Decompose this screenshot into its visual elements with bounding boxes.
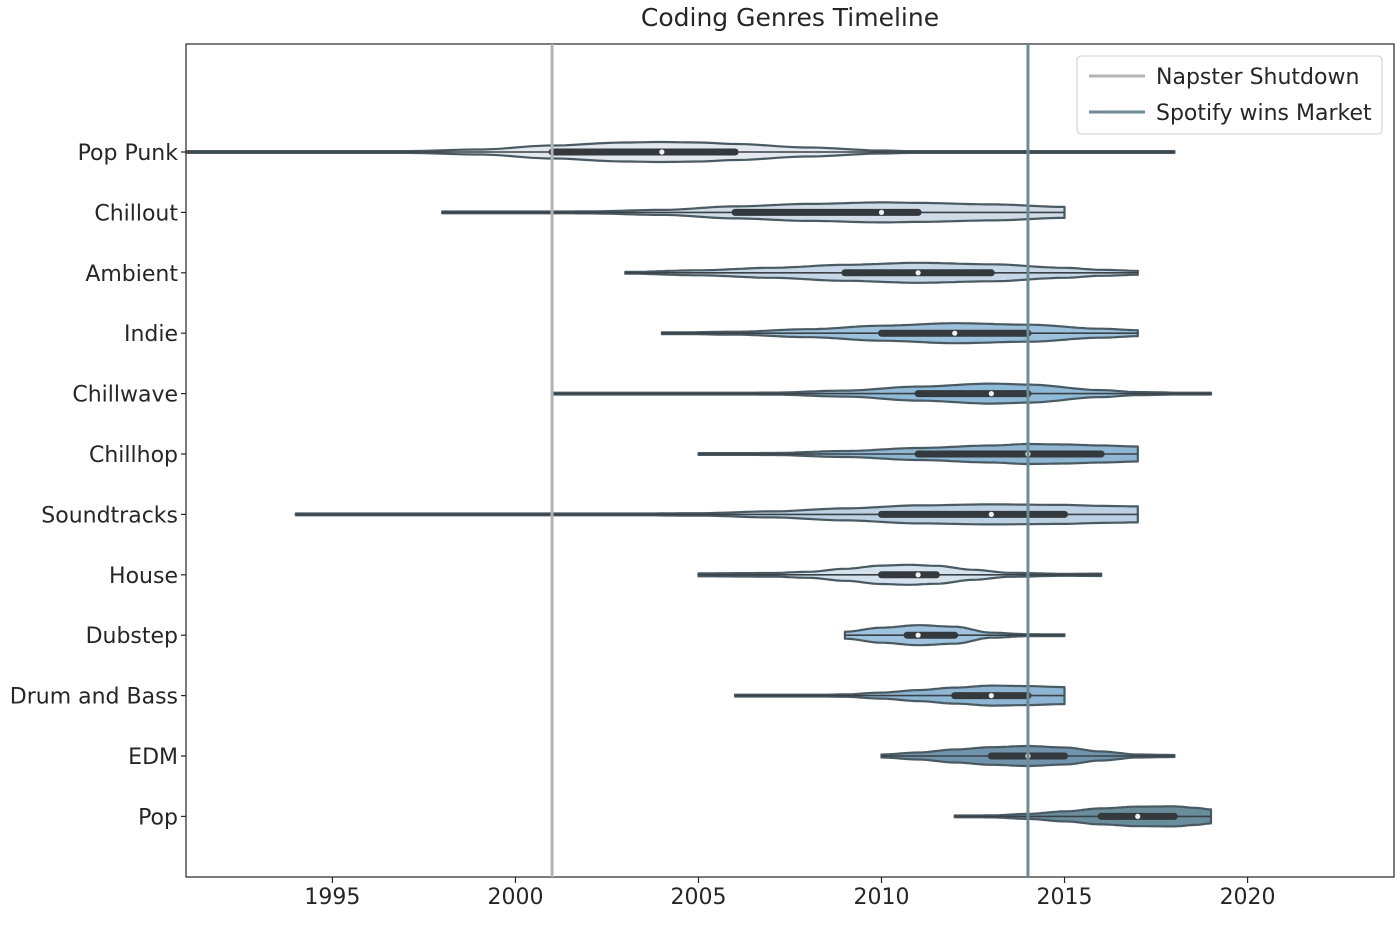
x-tick-label: 1995 (304, 885, 360, 910)
y-tick-label: Pop Punk (78, 141, 179, 166)
legend: Napster Shutdown Spotify wins Market (1076, 55, 1383, 135)
legend-label: Spotify wins Market (1156, 101, 1372, 126)
y-tick-label: Dubstep (86, 624, 178, 649)
violin-group (294, 503, 1139, 526)
x-tick-label: 2000 (487, 885, 543, 910)
violin-group (441, 201, 1066, 224)
violin-group (733, 684, 1066, 707)
y-tick-label: Pop (138, 805, 178, 830)
violin-median-point (988, 693, 994, 699)
violin-median-point (915, 572, 921, 578)
violin-median-point (1135, 813, 1141, 820)
y-tick-label: House (109, 564, 178, 589)
x-tick-label: 2010 (854, 885, 910, 910)
violin-group (953, 805, 1213, 828)
y-tick-label: EDM (128, 745, 178, 770)
y-tick-label: Drum and Bass (10, 685, 178, 710)
plot-area: 1995 2000 2005 2010 2015 2020 Pop Punk Chillout… (10, 43, 1395, 910)
legend-box (1076, 55, 1383, 135)
violin-group (843, 624, 1066, 647)
violin-median-point (988, 391, 994, 397)
y-tick-label: Soundtracks (41, 503, 178, 528)
violin-median-point (915, 632, 921, 638)
legend-label: Napster Shutdown (1156, 65, 1359, 90)
chart-title: Coding Genres Timeline (641, 3, 939, 32)
violin-group (697, 442, 1139, 466)
violin-median-point (952, 330, 958, 336)
violin-median-point (878, 209, 885, 215)
x-tick-label: 2020 (1220, 885, 1276, 910)
violin-group (660, 322, 1139, 345)
violin-group (184, 140, 1176, 164)
y-tick-label: Chillout (94, 201, 178, 226)
violin-group (697, 563, 1103, 586)
violin-group (624, 261, 1139, 284)
violin-group (550, 382, 1213, 405)
x-tick-label: 2005 (670, 885, 726, 910)
violin-median-point (988, 511, 994, 517)
y-tick-label: Indie (124, 322, 178, 347)
violin-median-point (659, 149, 665, 155)
y-tick-label: Chillhop (89, 443, 178, 468)
y-tick-label: Ambient (85, 262, 178, 287)
violin-median-point (915, 270, 921, 276)
x-tick-label: 2015 (1037, 885, 1093, 910)
y-tick-label: Chillwave (72, 383, 178, 408)
axes-frame (185, 43, 1395, 878)
